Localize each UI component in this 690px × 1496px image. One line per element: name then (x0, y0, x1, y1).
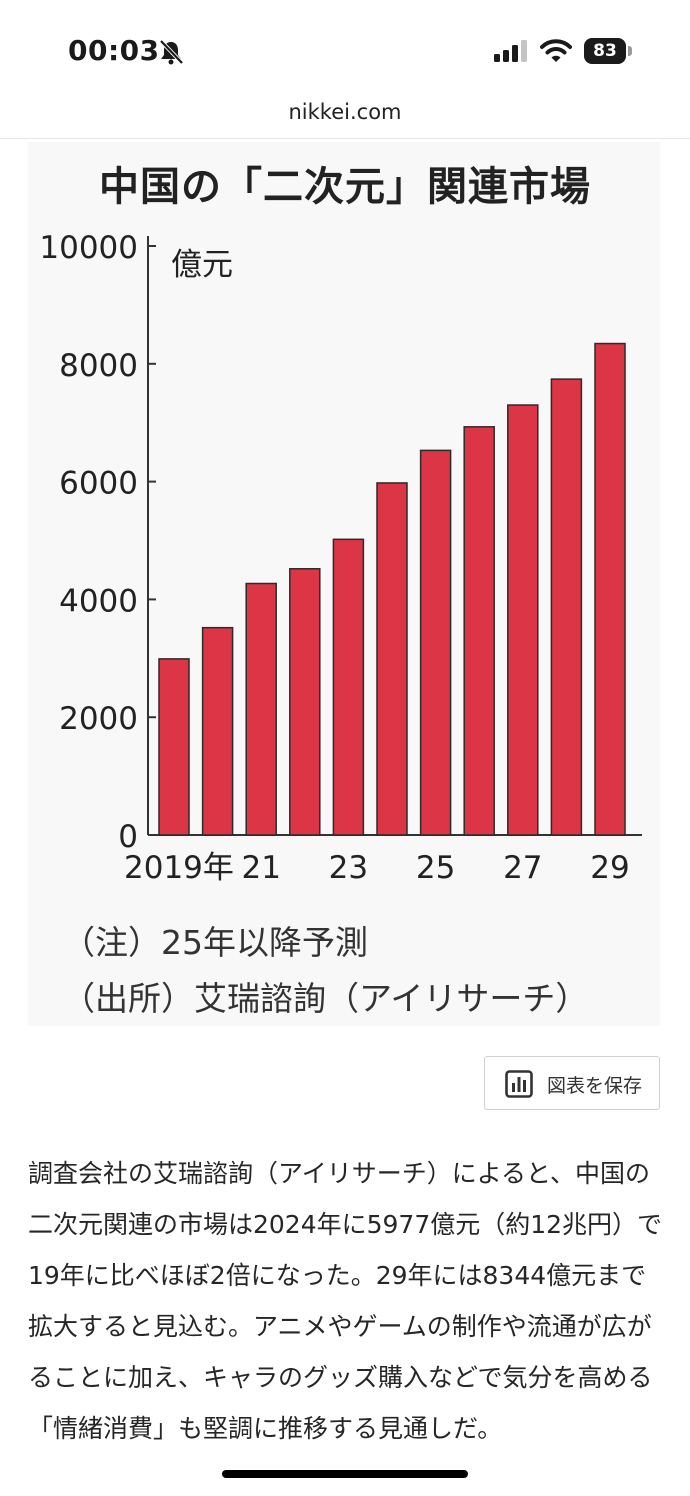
battery-cap (628, 46, 632, 56)
chart-figure: 中国の「二次元」関連市場 0 2000 4000 6000 8000 10000 億元 201… (28, 142, 660, 1026)
bar-2025 (419, 449, 452, 836)
y-tick-label: 4000 (59, 583, 138, 619)
x-tick-label: 2019年 (124, 850, 234, 886)
bar-chart: 0 2000 4000 6000 8000 10000 億元 2019年 21 23 25 27 29 (39, 230, 642, 886)
chart-source: （出所）艾瑞諮詢（アイリサーチ） (62, 979, 589, 1018)
y-tick-label: 10000 (39, 230, 138, 266)
x-tick-label: 23 (329, 850, 368, 886)
article-paragraph: 調査会社の艾瑞諮詢（アイリサーチ）によると、中国の二次元関連の市場は2024年に… (28, 1159, 663, 1443)
bar-chart-icon (505, 1070, 533, 1098)
x-tick-label: 25 (416, 850, 455, 886)
x-tick-label: 29 (590, 850, 629, 886)
bar-2028 (550, 378, 583, 836)
article-body: 調査会社の艾瑞諮詢（アイリサーチ）によると、中国の二次元関連の市場は2024年に… (28, 1148, 664, 1454)
chart-note: （注）25年以降予測 (62, 923, 368, 962)
battery-level: 83 (584, 38, 626, 64)
y-axis-unit-label: 億元 (171, 247, 233, 283)
bell-slash-icon (159, 39, 184, 65)
y-tick-label: 2000 (59, 701, 138, 737)
cellular-signal-icon (494, 40, 527, 62)
save-chart-label: 図表を保存 (547, 1075, 643, 1097)
y-tick-label: 6000 (59, 466, 138, 502)
bar-2020 (201, 626, 234, 836)
bar-2023 (332, 538, 365, 836)
y-tick-label: 0 (118, 819, 138, 855)
bar-2026 (463, 426, 495, 836)
bar-2022 (289, 568, 321, 836)
x-tick-label: 27 (503, 850, 542, 886)
y-tick-label: 8000 (59, 348, 138, 384)
chart-title: 中国の「二次元」関連市場 (99, 164, 591, 210)
save-chart-button[interactable]: 図表を保存 (484, 1056, 660, 1110)
status-time: 00:03 (68, 34, 160, 67)
battery-icon: 83 (584, 38, 632, 64)
status-bar: 00:03 83 (0, 0, 690, 100)
bar-2021 (245, 582, 277, 836)
url-bar[interactable]: nikkei.com (288, 100, 402, 124)
home-indicator[interactable] (222, 1470, 468, 1478)
bar-2029 (594, 342, 626, 836)
bar-2019 (158, 658, 190, 836)
wifi-icon (540, 39, 572, 62)
x-tick-label: 21 (241, 850, 280, 886)
url-divider (0, 138, 690, 139)
bar-2024 (376, 482, 408, 836)
bar-2027 (507, 404, 539, 836)
